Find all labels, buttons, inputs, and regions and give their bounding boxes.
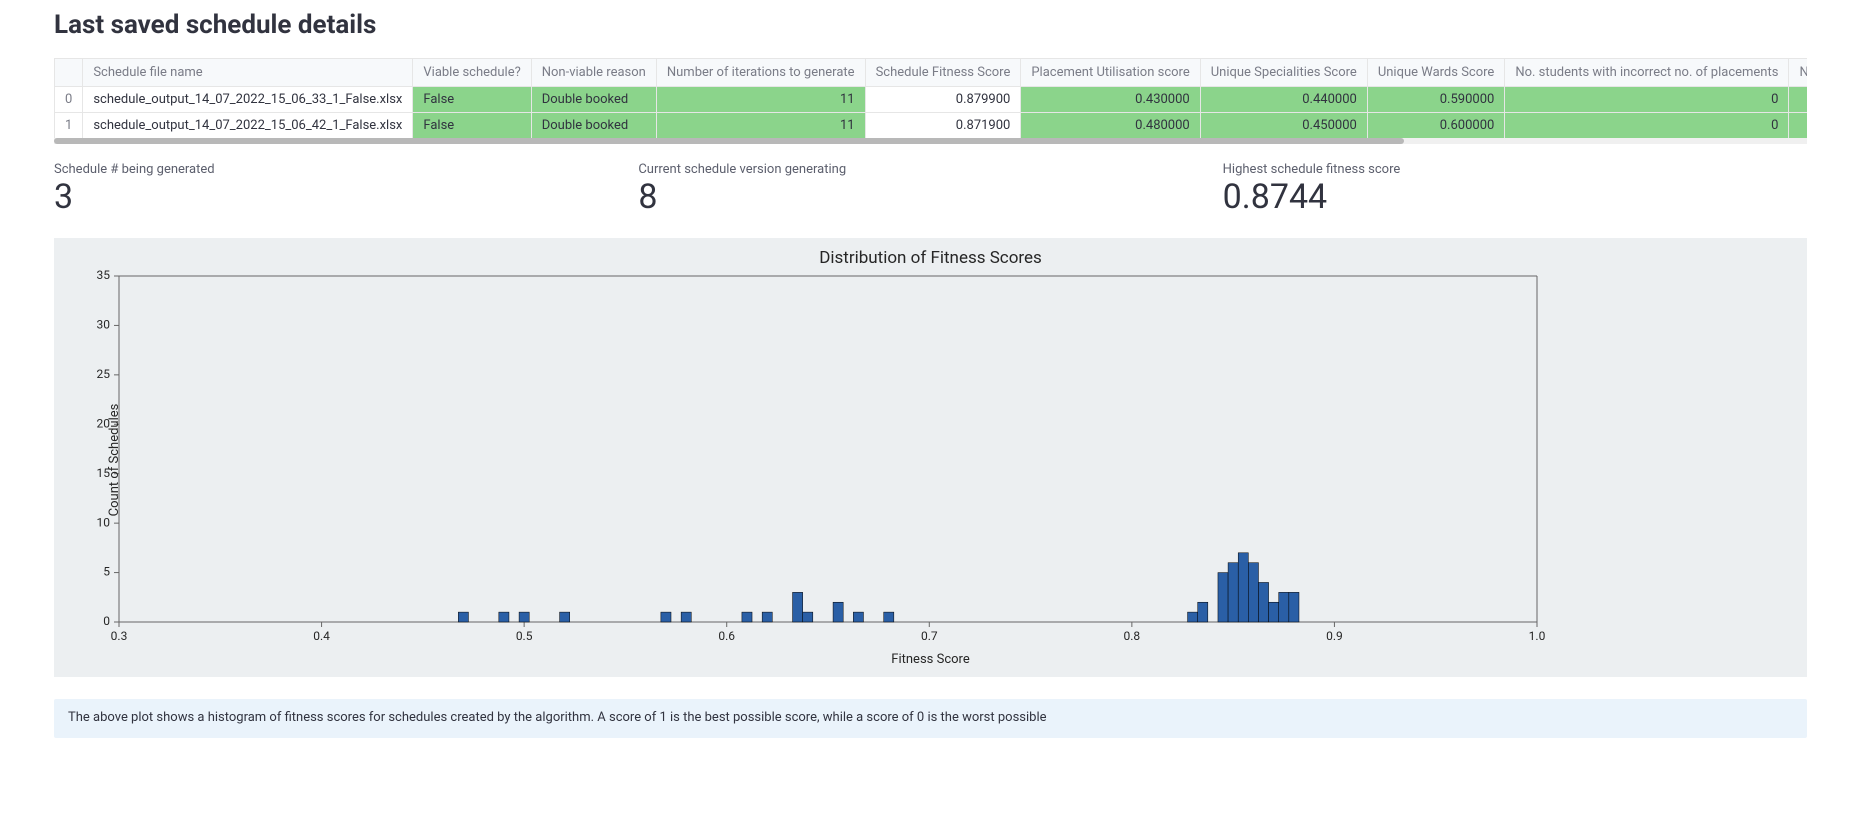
chart-xlabel: Fitness Score: [64, 652, 1797, 667]
table-row[interactable]: 0schedule_output_14_07_2022_15_06_33_1_F…: [55, 87, 1808, 113]
table-column-header[interactable]: Number of iterations to generate: [656, 59, 865, 87]
histogram-bar: [803, 613, 813, 623]
svg-text:0.7: 0.7: [921, 629, 938, 643]
svg-text:0.4: 0.4: [313, 629, 330, 643]
table-column-header[interactable]: Placement Utilisation score: [1021, 59, 1200, 87]
metric: Schedule # being generated 3: [54, 162, 638, 216]
table-cell: 11: [656, 87, 865, 113]
svg-text:5: 5: [103, 565, 110, 579]
metric-value: 0.8744: [1223, 179, 1807, 216]
svg-text:30: 30: [97, 318, 111, 332]
metric-value: 3: [54, 179, 638, 216]
table-cell: schedule_output_14_07_2022_15_06_42_1_Fa…: [83, 113, 413, 139]
table-cell: 0.590000: [1367, 87, 1505, 113]
metrics-row: Schedule # being generated 3Current sched…: [54, 162, 1807, 216]
table-cell: 0.600000: [1367, 113, 1505, 139]
histogram-bar: [833, 603, 843, 623]
metric-value: 8: [638, 179, 1222, 216]
table-cell: False: [413, 87, 531, 113]
table-cell: Double booked: [531, 113, 656, 139]
table-column-header[interactable]: Non-viable reason: [531, 59, 656, 87]
table-cell: False: [413, 113, 531, 139]
table-cell: [1789, 87, 1807, 113]
histogram-bar: [681, 613, 691, 623]
fitness-histogram-card: Distribution of Fitness Scores Count of …: [54, 238, 1807, 677]
table-column-header[interactable]: Schedule Fitness Score: [865, 59, 1021, 87]
table-cell: 0.440000: [1200, 87, 1367, 113]
histogram-bar: [1218, 573, 1228, 622]
svg-text:35: 35: [97, 270, 111, 282]
metric: Current schedule version generating 8: [638, 162, 1222, 216]
histogram-bar: [793, 593, 803, 623]
svg-text:0.3: 0.3: [111, 629, 128, 643]
svg-text:1.0: 1.0: [1529, 629, 1546, 643]
section-title: Last saved schedule details: [54, 10, 1807, 40]
schedule-table: Schedule file nameViable schedule?Non-vi…: [54, 58, 1807, 139]
svg-text:0.8: 0.8: [1124, 629, 1141, 643]
histogram-bar: [661, 613, 671, 623]
histogram-bar: [1238, 553, 1248, 622]
row-index: 1: [55, 113, 83, 139]
chart-body: Count of Schedules 051015202530350.30.40…: [64, 270, 1797, 650]
histogram-bar: [519, 613, 529, 623]
chart-title: Distribution of Fitness Scores: [64, 244, 1797, 270]
metric-label: Schedule # being generated: [54, 162, 638, 177]
table-cell: 0.480000: [1021, 113, 1200, 139]
table-cell: 0.450000: [1200, 113, 1367, 139]
svg-text:0.6: 0.6: [718, 629, 735, 643]
table-column-header[interactable]: No. students with incorrect no. of place…: [1505, 59, 1789, 87]
histogram-bar: [560, 613, 570, 623]
table-cell: 0: [1505, 113, 1789, 139]
svg-text:0: 0: [103, 615, 110, 629]
table-cell: 11: [656, 113, 865, 139]
table-cell: 0.430000: [1021, 87, 1200, 113]
table-cell: 0: [1505, 87, 1789, 113]
histogram-bar: [742, 613, 752, 623]
row-index: 0: [55, 87, 83, 113]
histogram-bar: [1198, 603, 1208, 623]
svg-text:10: 10: [97, 516, 111, 530]
schedule-table-scroll[interactable]: ⤢ Schedule file nameViable schedule?Non-…: [54, 58, 1807, 144]
info-box: The above plot shows a histogram of fitn…: [54, 699, 1807, 738]
table-cell: schedule_output_14_07_2022_15_06_33_1_Fa…: [83, 87, 413, 113]
histogram-bar: [1248, 563, 1258, 622]
histogram-bar: [1279, 593, 1289, 623]
histogram-bar: [1289, 593, 1299, 623]
table-column-header[interactable]: Unique Specialities Score: [1200, 59, 1367, 87]
chart-ylabel: Count of Schedules: [107, 404, 122, 517]
histogram-bar: [1228, 563, 1238, 622]
h-scrollbar-thumb[interactable]: [54, 138, 1404, 144]
svg-text:25: 25: [97, 367, 111, 381]
histogram-bar: [458, 613, 468, 623]
table-column-header[interactable]: Viable schedule?: [413, 59, 531, 87]
table-index-header: [55, 59, 83, 87]
svg-text:0.9: 0.9: [1326, 629, 1343, 643]
histogram-bar: [1188, 613, 1198, 623]
h-scrollbar-track[interactable]: [54, 138, 1807, 144]
table-cell: 0.871900: [865, 113, 1021, 139]
metric-label: Current schedule version generating: [638, 162, 1222, 177]
table-cell: Double booked: [531, 87, 656, 113]
histogram-bar: [499, 613, 509, 623]
histogram-svg: 051015202530350.30.40.50.60.70.80.91.0: [64, 270, 1549, 650]
histogram-bar: [762, 613, 772, 623]
table-row[interactable]: 1schedule_output_14_07_2022_15_06_42_1_F…: [55, 113, 1808, 139]
table-column-header[interactable]: No. of placements with the incorrect len…: [1789, 59, 1807, 87]
metric: Highest schedule fitness score 0.8744: [1223, 162, 1807, 216]
table-column-header[interactable]: Schedule file name: [83, 59, 413, 87]
table-cell: [1789, 113, 1807, 139]
metric-label: Highest schedule fitness score: [1223, 162, 1807, 177]
table-cell: 0.879900: [865, 87, 1021, 113]
table-column-header[interactable]: Unique Wards Score: [1367, 59, 1505, 87]
svg-text:0.5: 0.5: [516, 629, 533, 643]
histogram-bar: [853, 613, 863, 623]
histogram-bar: [1258, 583, 1268, 623]
histogram-bar: [884, 613, 894, 623]
histogram-bar: [1269, 603, 1279, 623]
